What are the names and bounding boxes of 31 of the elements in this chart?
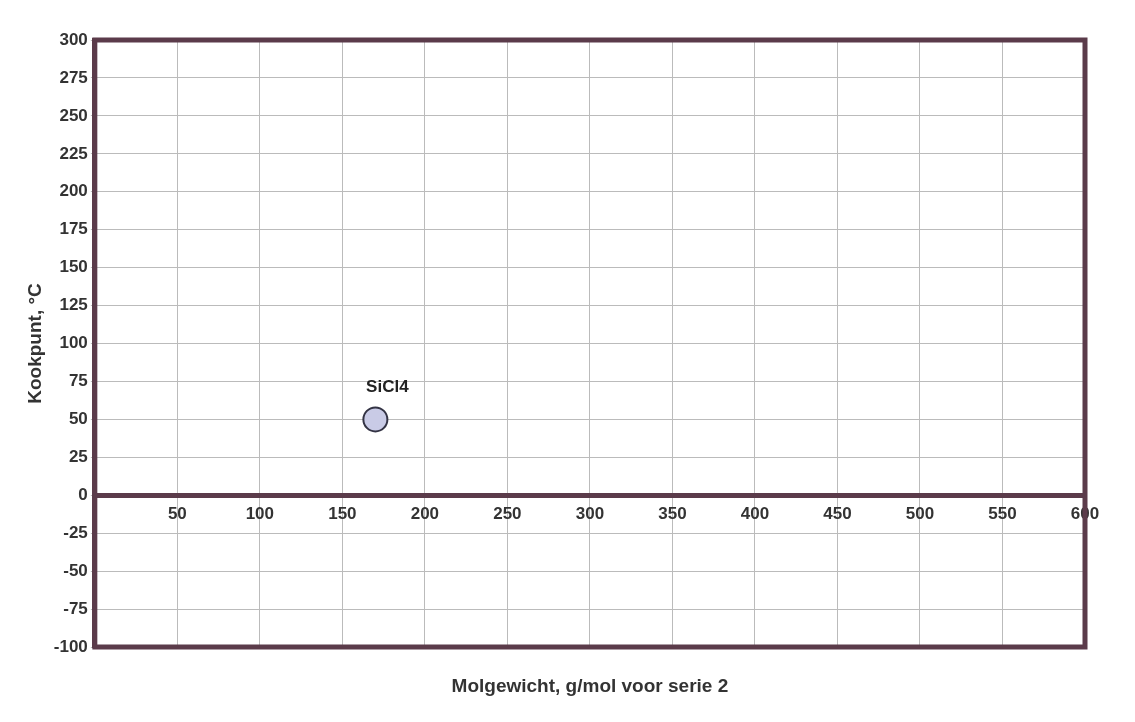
y-tick-label: 200: [59, 181, 88, 201]
x-tick-label: 400: [740, 504, 770, 524]
y-axis-title: Kookpunt, °C: [23, 282, 45, 404]
y-tick-label: -100: [53, 636, 88, 656]
x-tick-label: 50: [167, 504, 187, 524]
x-tick-label: 200: [410, 504, 440, 524]
x-axis-title: Molgewicht, g/mol voor serie 2: [451, 674, 729, 696]
y-tick-label: 175: [59, 219, 88, 239]
y-tick-label: -25: [63, 522, 88, 542]
x-tick-label: 150: [328, 504, 357, 524]
y-tick-label: 300: [59, 29, 88, 49]
y-tick-label: 125: [59, 295, 88, 315]
y-tick-label: 250: [59, 105, 88, 125]
x-tick-label: 550: [988, 504, 1017, 524]
y-tick-label: 0: [78, 484, 88, 504]
y-tick-label: 100: [59, 333, 88, 353]
x-tick-label: 250: [493, 504, 522, 524]
x-tick-label: 500: [905, 504, 935, 524]
x-tick-label: 450: [823, 504, 852, 524]
y-tick-label: 25: [68, 447, 88, 466]
y-tick-label: 75: [68, 371, 88, 391]
x-tick-label: 300: [575, 504, 605, 524]
y-tick-label: -75: [63, 598, 88, 618]
y-tick-label: 150: [59, 257, 88, 277]
y-tick-label: -50: [63, 560, 88, 580]
y-tick-label: 50: [68, 409, 88, 429]
x-tick-label: 350: [658, 504, 687, 524]
y-tick-label: 225: [59, 143, 88, 163]
x-tick-label: 100: [245, 504, 275, 524]
annotation: SiCl4: [366, 376, 410, 396]
y-tick-label: 275: [59, 67, 88, 87]
